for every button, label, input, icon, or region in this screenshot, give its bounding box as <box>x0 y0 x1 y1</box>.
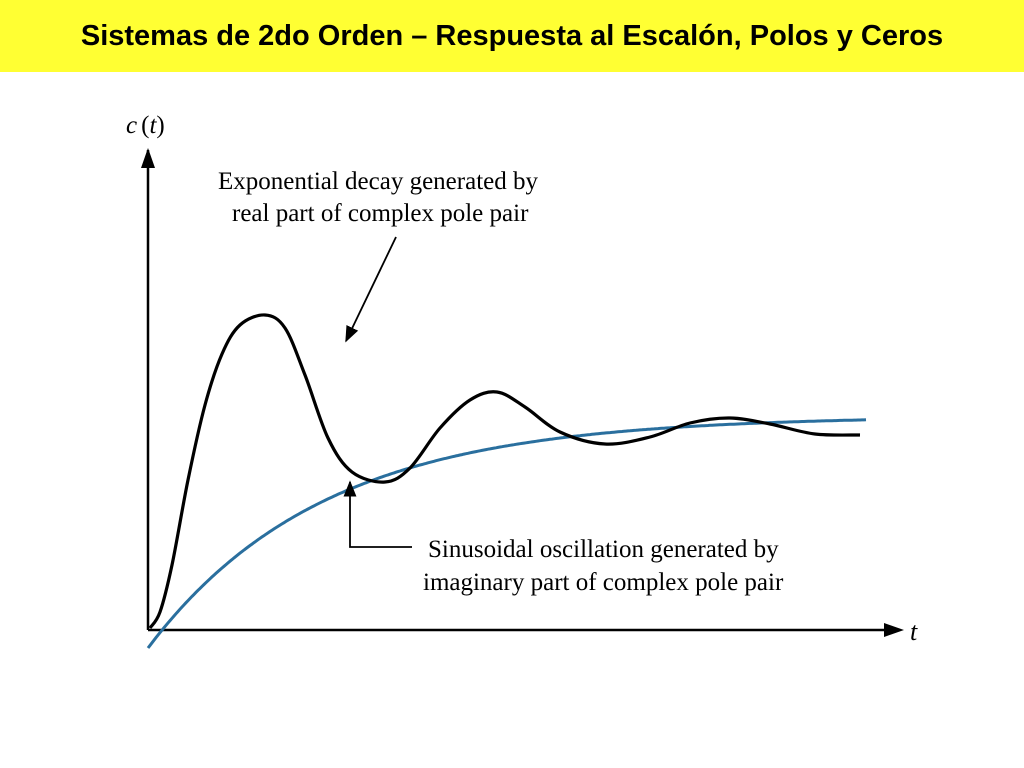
oscillation-pointer-leader <box>343 480 412 548</box>
x-axis-label: t <box>910 617 918 646</box>
envelope-annotation-line1: Exponential decay generated by <box>218 168 538 195</box>
title-bar: Sistemas de 2do Orden – Respuesta al Esc… <box>0 0 1024 72</box>
envelope-pointer-arrow <box>345 236 397 343</box>
slide-title: Sistemas de 2do Orden – Respuesta al Esc… <box>80 19 944 52</box>
envelope-annotation-line2: real part of complex pole pair <box>232 200 529 227</box>
oscillation-annotation-line1: Sinusoidal oscillation generated by <box>428 536 779 563</box>
y-axis-arrowhead <box>141 148 155 168</box>
y-axis-label: c (t) <box>126 112 165 139</box>
oscillation-annotation-line2: imaginary part of complex pole pair <box>423 569 784 596</box>
exponential-decay-curve <box>146 418 867 649</box>
x-axis-arrowhead <box>884 623 904 637</box>
oscillating-response-curve <box>148 313 861 629</box>
